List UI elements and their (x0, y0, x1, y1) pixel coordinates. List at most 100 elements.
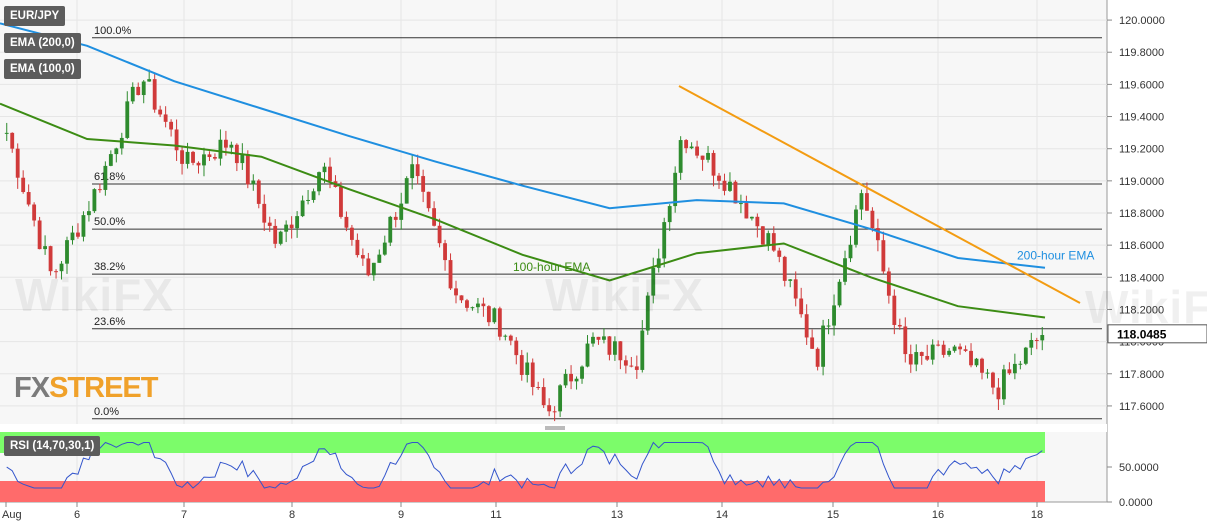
candle-body (837, 281, 842, 306)
time-tick-label: Aug (2, 509, 22, 521)
candle-body (207, 154, 212, 158)
candle-body (108, 154, 113, 166)
ema100-legend[interactable]: EMA (100,0) (4, 59, 81, 79)
candle-body (10, 132, 15, 149)
candle-body (328, 166, 332, 182)
ema200-legend[interactable]: EMA (200,0) (4, 33, 81, 53)
price-tick-label: 119.2000 (1119, 144, 1164, 156)
candle-body (344, 216, 349, 228)
candle-body (700, 155, 705, 160)
candle-body (985, 372, 990, 374)
candle-body (591, 336, 595, 344)
candle-body (651, 267, 656, 296)
grid-lines (0, 0, 1107, 502)
candle-body (180, 150, 184, 164)
candle-body (777, 250, 782, 257)
candle-body (996, 387, 1001, 400)
candle-body (218, 139, 223, 159)
candle-body (486, 306, 491, 323)
candle-body (15, 148, 20, 178)
candle-body (262, 203, 267, 223)
candle-body (229, 144, 234, 148)
time-tick-label: 6 (74, 509, 80, 521)
candle-body (569, 373, 573, 382)
trendline-layer (678, 85, 1081, 304)
candle-body (854, 209, 858, 245)
candle-body (1023, 347, 1028, 364)
price-tag-text: 118.0485 (1117, 327, 1167, 341)
candle-body (1001, 369, 1006, 400)
candle-body (503, 335, 508, 337)
candle-body (706, 152, 710, 160)
candle-body (459, 295, 464, 301)
time-axis: Aug 6 7 8 9 11 13 14 15 16 18 (2, 502, 1043, 521)
price-tick-label: 117.6000 (1119, 401, 1164, 413)
candle-body (245, 154, 250, 185)
candle-body (81, 215, 86, 237)
candle-body (596, 336, 601, 340)
candle-body (191, 151, 195, 163)
candle-body (426, 191, 431, 209)
panel-divider (0, 424, 1107, 432)
price-tick-label: 120.0000 (1119, 15, 1165, 27)
candle-body (991, 372, 995, 388)
price-tag-box (1107, 324, 1207, 344)
candle-body (695, 146, 700, 156)
ema200-annotation: 200-hour EMA (1017, 249, 1094, 263)
ema100-annotation: 100-hour EMA (513, 260, 590, 274)
rsi-tick-label: 0.0000 (1119, 497, 1153, 509)
time-tick-label: 15 (827, 509, 839, 521)
candle-body (388, 216, 393, 243)
candle-body (4, 132, 9, 134)
candle-body (421, 176, 426, 192)
time-tick-label: 14 (716, 509, 728, 521)
candle-body (974, 358, 979, 366)
candle-body (158, 109, 163, 115)
resistance-trendline (678, 85, 1081, 304)
candle-body (410, 164, 415, 179)
candle-body (371, 262, 376, 276)
rsi-line (6, 441, 1043, 489)
candle-body (152, 79, 157, 110)
symbol-label[interactable]: EUR/JPY (4, 6, 66, 26)
candle-body (476, 303, 480, 308)
fibonacci-label: 100.0% (94, 25, 132, 37)
candle-body (514, 340, 519, 356)
candle-body (848, 244, 853, 259)
candle-body (821, 325, 826, 367)
rsi-overbought-zone (0, 432, 1045, 453)
candle-body (393, 216, 398, 220)
candle-body (87, 211, 91, 216)
fibonacci-label: 0.0% (94, 406, 119, 418)
candle-body (958, 346, 962, 350)
candle-body (799, 298, 804, 315)
time-tick-label: 8 (289, 509, 295, 521)
candle-body (448, 260, 453, 289)
candle-body (1012, 363, 1017, 374)
candle-body (306, 199, 310, 201)
time-tick-label: 13 (611, 509, 623, 521)
price-tick-label: 119.0000 (1119, 176, 1164, 188)
rsi-panel: 50.0000 0.0000 (0, 432, 1159, 509)
candle-body (782, 256, 787, 281)
rsi-legend[interactable]: RSI (14,70,30,1) (4, 436, 101, 456)
candle-body (810, 337, 815, 349)
candle-body (547, 405, 552, 412)
price-axis: 120.0000 119.8000 119.6000 119.4000 119.2000… (1107, 15, 1165, 413)
candle-body (300, 200, 305, 217)
candle-body (163, 114, 168, 122)
candle-body (952, 346, 957, 351)
candle-body (771, 233, 776, 251)
candle-body (465, 300, 469, 308)
candle-body (174, 129, 179, 151)
candle-body (843, 258, 847, 282)
candle-body (59, 263, 64, 272)
candle-body (355, 239, 360, 256)
fibonacci-label: 23.6% (94, 316, 125, 328)
candle-body (722, 180, 727, 191)
candle-body (136, 86, 141, 96)
candle-body (251, 180, 256, 185)
candle-body (969, 350, 973, 366)
candle-body (1029, 340, 1034, 348)
fibonacci-label: 61.8% (94, 171, 125, 183)
